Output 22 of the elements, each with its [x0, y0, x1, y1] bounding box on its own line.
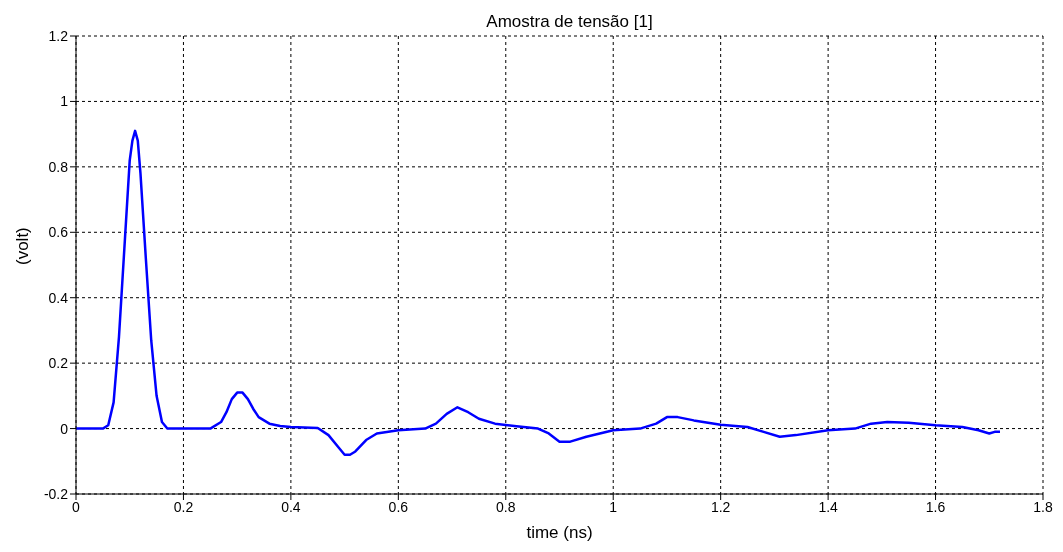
y-tick-label: 0	[60, 420, 69, 437]
y-tick-label: 0.2	[48, 355, 69, 372]
y-tick-label: 0.6	[48, 224, 69, 241]
chart-title: Amostra de tensão [1]	[485, 12, 654, 32]
y-tick-label: -0.2	[43, 485, 69, 502]
x-axis-title: time (ns)	[526, 523, 593, 542]
y-tick-label: 1.2	[48, 27, 69, 44]
y-axis-title: (volt)	[13, 227, 33, 265]
line-series	[76, 129, 1002, 456]
x-tick-label: 0.4	[281, 498, 301, 515]
x-tick-label: 1.8	[1033, 498, 1053, 515]
y-tick-label: 1	[60, 93, 69, 110]
y-tick-label: 0.8	[48, 158, 69, 175]
x-tick-label: 0.8	[496, 498, 516, 515]
x-tick-label: 0.2	[173, 498, 194, 515]
y-tick-label: 0.4	[48, 289, 69, 306]
x-tick-label: 0	[72, 498, 81, 515]
x-tick-label: 1.2	[710, 498, 731, 515]
x-tick-label: 0.6	[388, 498, 409, 515]
x-tick-label: 1.6	[925, 498, 946, 515]
x-tick-label: 1.4	[818, 498, 839, 515]
x-tick-label: 1	[609, 498, 618, 515]
